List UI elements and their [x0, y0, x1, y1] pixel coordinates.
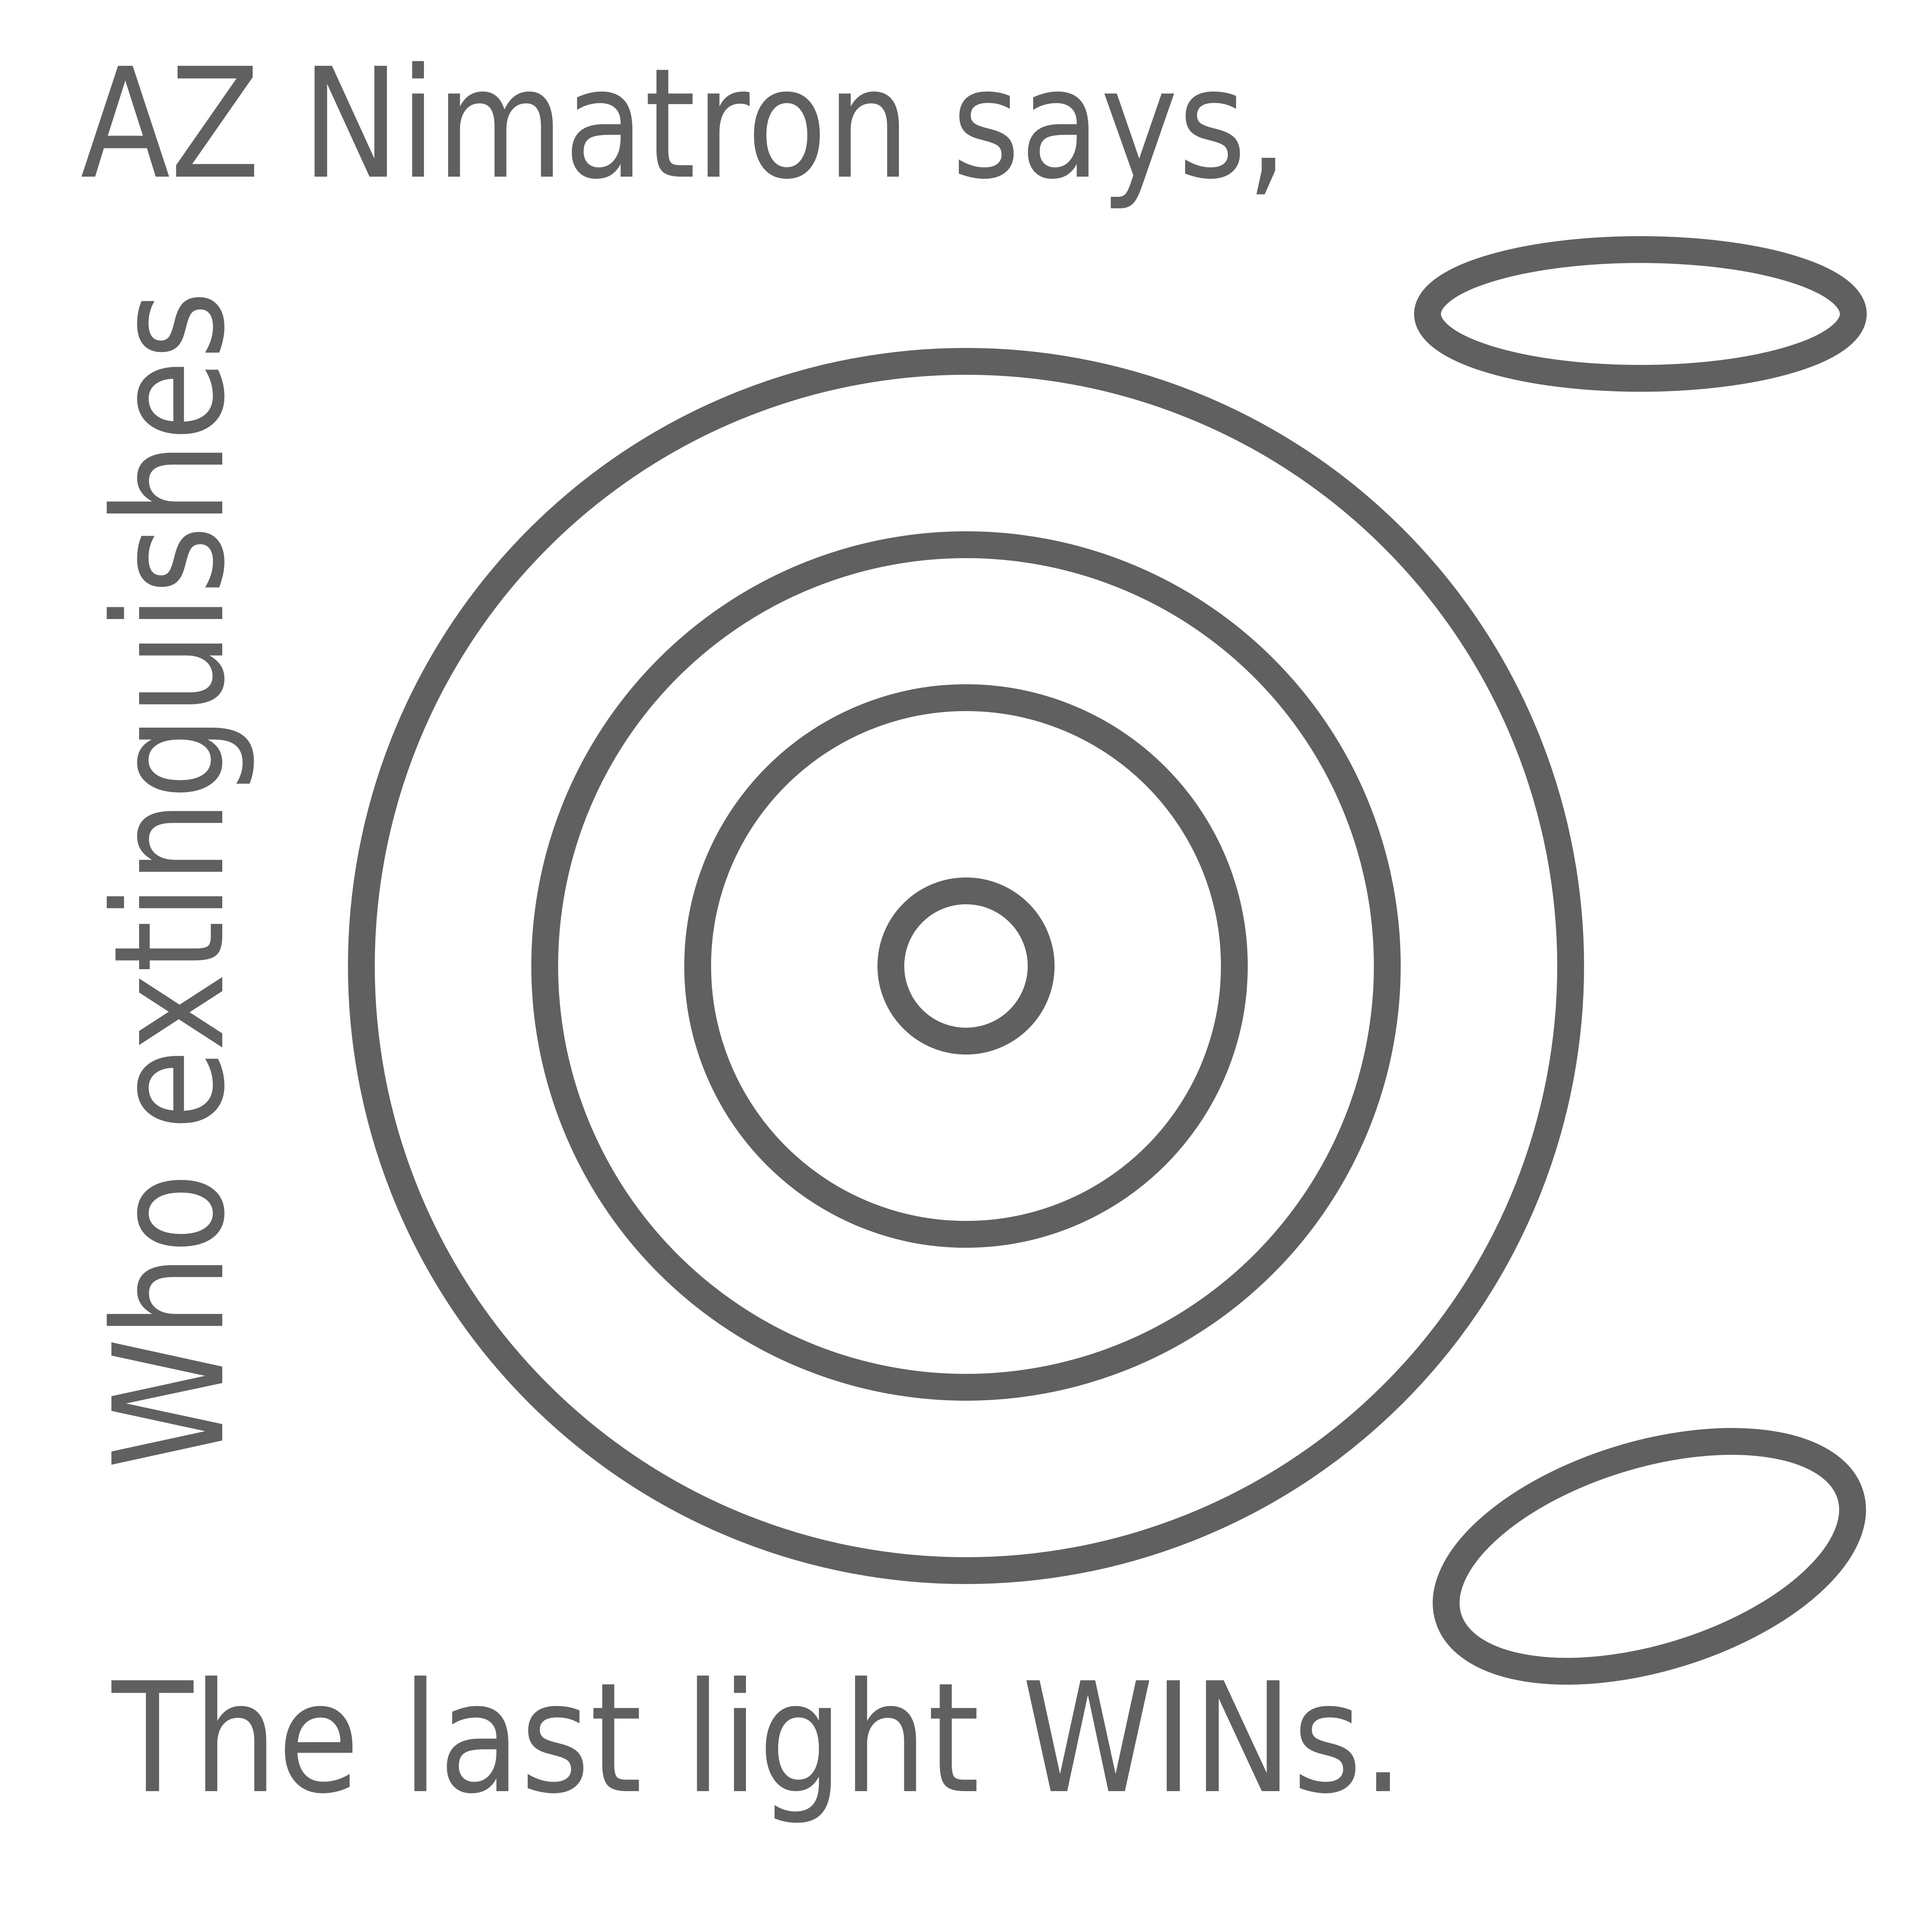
ring-second: [531, 531, 1401, 1401]
headline-text: AZ Nimatron says,: [80, 36, 1288, 213]
vertical-text: Who extinguishes: [81, 291, 258, 1469]
concentric-rings: [348, 348, 1584, 1584]
ellipse-bottom-right: [1432, 1428, 1866, 1685]
ring-outer: [348, 348, 1584, 1584]
ellipse-top-right: [1414, 236, 1867, 392]
ring-inner: [877, 877, 1055, 1055]
ring-third: [684, 684, 1248, 1248]
footer-text: The last light WINs.: [110, 1650, 1404, 1827]
